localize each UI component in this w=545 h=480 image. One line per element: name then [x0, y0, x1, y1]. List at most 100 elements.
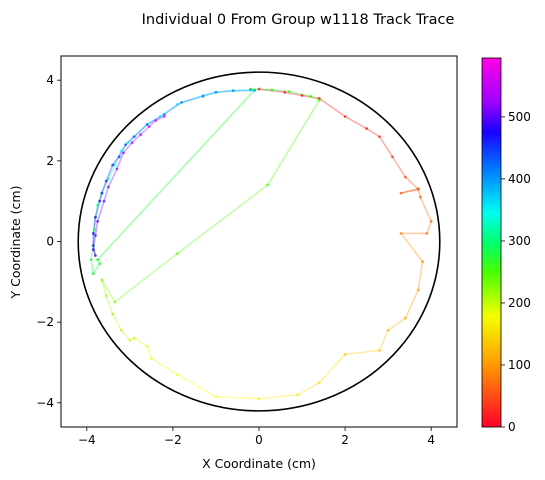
- track-segment: [215, 395, 260, 400]
- track-segment: [163, 101, 183, 116]
- track-segment: [159, 103, 179, 118]
- track-segment: [344, 349, 381, 356]
- track-segment: [288, 90, 312, 98]
- track-segment: [148, 119, 157, 128]
- track-point: [96, 258, 99, 262]
- track-segment: [126, 135, 135, 144]
- track-point: [111, 312, 115, 316]
- track-point: [91, 272, 95, 276]
- track-point: [119, 149, 123, 153]
- track-segment: [202, 91, 217, 97]
- track-point: [162, 113, 166, 116]
- track-point: [283, 90, 287, 94]
- track-point: [399, 191, 403, 195]
- track-segment: [400, 188, 420, 194]
- track-segment: [94, 200, 101, 219]
- track-point: [145, 123, 149, 126]
- track-point: [300, 94, 304, 97]
- track-segment: [139, 125, 151, 136]
- track-point: [175, 102, 179, 106]
- track-segment: [131, 133, 142, 144]
- x-axis-title: X Coordinate (cm): [202, 456, 316, 471]
- track-point: [253, 89, 257, 93]
- track-segment: [309, 95, 321, 102]
- track-segment: [318, 97, 346, 118]
- track-segment: [365, 127, 381, 138]
- track-segment: [122, 141, 133, 154]
- track-segment: [378, 135, 394, 158]
- track-segment: [271, 89, 290, 93]
- track-segment: [215, 89, 234, 94]
- track-segment: [101, 279, 116, 303]
- track-point: [145, 344, 149, 348]
- track-point: [111, 163, 115, 167]
- track-point: [91, 248, 95, 251]
- track-segment: [93, 216, 97, 231]
- track-point: [419, 195, 422, 199]
- track-point: [119, 328, 123, 332]
- track-segment: [232, 89, 252, 92]
- x-axis: −4 −2 0 2 4: [78, 427, 435, 447]
- y-tick-label: 2: [46, 154, 54, 168]
- track-point: [248, 88, 252, 92]
- y-tick-label: 4: [46, 73, 54, 87]
- track-point: [113, 300, 117, 304]
- track-point: [296, 393, 300, 397]
- track-segment: [96, 200, 105, 223]
- track-point: [391, 155, 394, 159]
- track-point: [343, 115, 347, 118]
- x-tick-label: 2: [341, 433, 349, 447]
- track-point: [91, 244, 95, 247]
- track-point: [115, 167, 119, 171]
- track-segment: [426, 220, 432, 235]
- track-point: [266, 183, 270, 187]
- track-segment: [111, 313, 123, 332]
- track-segment: [92, 216, 97, 235]
- track-point: [421, 260, 424, 264]
- track-point: [317, 381, 321, 385]
- track-segment: [96, 192, 103, 207]
- y-tick-label: 0: [46, 235, 54, 249]
- track-point: [416, 288, 420, 292]
- track-point: [94, 215, 97, 219]
- track-point: [96, 203, 99, 207]
- track-point: [132, 336, 136, 340]
- track-segment: [133, 123, 148, 138]
- x-tick-label: 0: [255, 433, 263, 447]
- track-segment: [101, 180, 107, 194]
- track-segment: [378, 329, 389, 352]
- track-segment: [105, 295, 114, 315]
- track-point: [139, 133, 143, 137]
- track-point: [91, 232, 95, 235]
- track-segment: [120, 329, 131, 342]
- track-point: [403, 175, 407, 179]
- track-point: [132, 135, 136, 139]
- track-point: [147, 125, 151, 128]
- track-point: [93, 228, 96, 231]
- track-segment: [419, 196, 432, 223]
- track-point: [257, 397, 261, 401]
- track-point: [106, 177, 110, 181]
- colorbar-tick-label: 0: [508, 420, 516, 434]
- x-tick-label: −2: [164, 433, 182, 447]
- track-segment: [284, 91, 303, 97]
- track-point: [287, 90, 291, 93]
- track-segment: [154, 115, 166, 122]
- track-point: [214, 395, 218, 399]
- track-point: [309, 94, 313, 98]
- track-point: [162, 115, 166, 118]
- track-point: [365, 127, 369, 130]
- track-segment: [111, 156, 120, 166]
- plot-area: [77, 71, 441, 412]
- track-segment: [94, 220, 99, 237]
- colorbar-tick-label: 300: [508, 234, 531, 248]
- track-segment: [176, 184, 269, 255]
- track-point: [128, 338, 132, 342]
- track-point: [378, 348, 381, 352]
- track-point: [429, 219, 433, 223]
- track-segment: [417, 260, 424, 291]
- track-segment: [318, 353, 346, 384]
- track-segment: [150, 357, 179, 376]
- track-point: [386, 328, 390, 332]
- y-axis-title: Y Coordinate (cm): [8, 186, 23, 300]
